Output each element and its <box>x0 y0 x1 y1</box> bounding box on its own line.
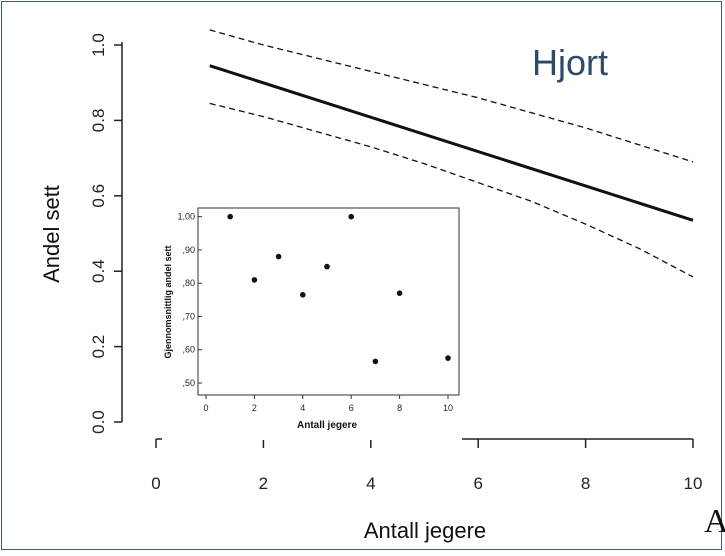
inset-x-tick-label: 4 <box>300 403 305 413</box>
fit-line <box>209 64 694 222</box>
main-y-tick-label: 1.0 <box>89 33 108 57</box>
scatter-point <box>251 277 258 283</box>
inset-x-axis-label: Antall jegere <box>297 420 357 431</box>
scatter-point <box>275 253 282 260</box>
inset-y-axis-label: Gjennomsnittlig andel sett <box>163 245 173 358</box>
main-y-tick-label: 0.0 <box>89 410 108 434</box>
main-y-axis-label: Andel sett <box>39 185 64 283</box>
main-y-axis: 0.0 0.2 0.4 0.6 0.8 1.0 <box>89 33 123 434</box>
inset-y-tick-label: ,90 <box>182 245 195 255</box>
inset-points-group <box>227 213 451 365</box>
inset-background <box>162 205 462 440</box>
scatter-point <box>396 290 403 297</box>
inset-x-tick-label: 2 <box>252 403 257 413</box>
inset-plot-border <box>197 207 460 396</box>
main-x-tick-label: 2 <box>259 474 268 493</box>
inset-y-tick-label: ,60 <box>182 345 195 355</box>
scatter-point <box>227 213 233 220</box>
main-y-tick-label: 0.8 <box>89 109 108 133</box>
inset-y-tick-label: ,70 <box>182 311 195 321</box>
main-series-group <box>209 29 694 278</box>
main-x-tick-label: 10 <box>684 474 703 493</box>
main-y-tick-label: 0.6 <box>89 184 108 208</box>
main-y-tick-label: 0.2 <box>89 335 108 359</box>
scatter-point <box>348 213 355 220</box>
main-x-axis: 0 2 4 6 8 10 <box>151 438 703 493</box>
inset-y-tick-label: ,80 <box>182 278 195 288</box>
upper-confidence-line <box>209 29 694 163</box>
scatter-point <box>445 355 451 361</box>
main-x-axis-label: Antall jegere <box>364 518 486 543</box>
inset-x-tick-label: 8 <box>397 403 402 413</box>
main-x-tick-label: 8 <box>581 474 590 493</box>
inset-x-tick-label: 6 <box>349 403 354 413</box>
inset-chart: ,50 ,60 ,70 ,80 ,90 1,00 0 2 4 6 8 10 Antall jegere… <box>162 205 462 440</box>
main-title: Hjort <box>532 42 608 83</box>
inset-axes: ,50 ,60 ,70 ,80 ,90 1,00 0 2 4 6 8 10 <box>177 212 453 413</box>
inset-y-tick-label: ,50 <box>182 378 195 388</box>
main-x-tick-label: 0 <box>151 474 160 493</box>
inset-y-tick-label: 1,00 <box>177 212 195 222</box>
main-x-tick-label: 4 <box>366 474 375 493</box>
main-y-tick-label: 0.4 <box>89 259 108 283</box>
scatter-point <box>372 358 379 365</box>
scatter-point <box>324 263 330 270</box>
main-x-tick-label: 6 <box>473 474 482 493</box>
inset-x-tick-label: 0 <box>203 403 208 413</box>
lower-confidence-line <box>209 102 694 278</box>
inset-x-tick-label: 10 <box>443 403 453 413</box>
stray-glyph: A <box>704 503 725 540</box>
scatter-point <box>300 292 306 298</box>
